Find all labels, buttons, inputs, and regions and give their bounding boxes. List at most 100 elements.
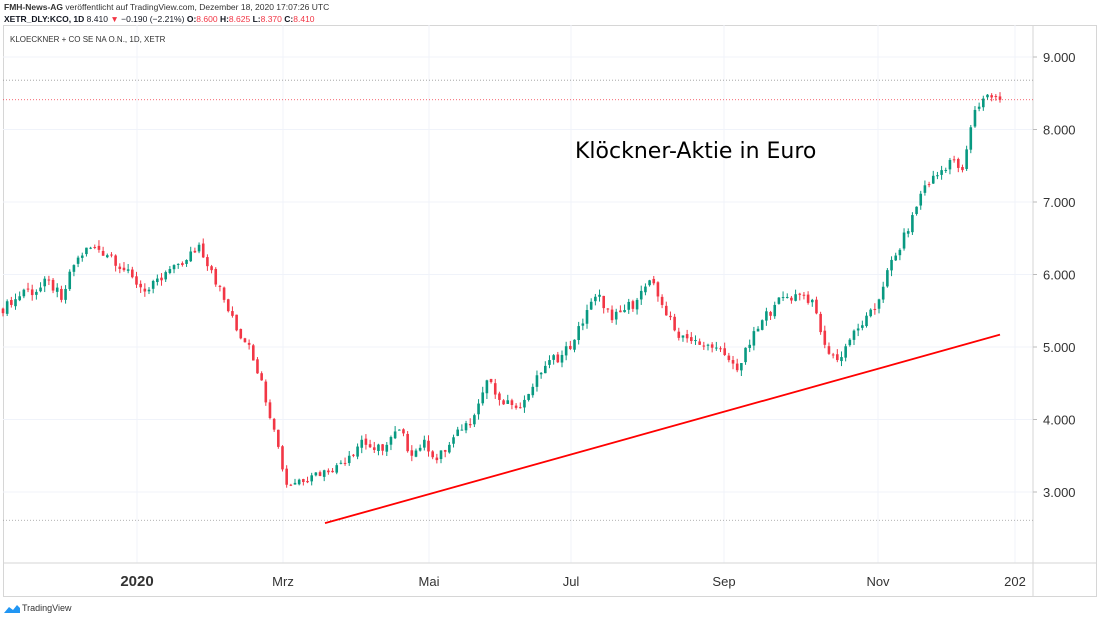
candle-body	[64, 288, 67, 300]
candle-body	[869, 309, 872, 317]
candle-body	[256, 359, 259, 374]
candle-body	[660, 296, 664, 305]
candle-body	[677, 331, 681, 338]
candle-body	[735, 363, 739, 371]
candle-body	[902, 232, 906, 249]
candle-body	[635, 299, 639, 310]
candle-body	[773, 304, 777, 317]
candle-body	[644, 286, 647, 293]
y-tick-label: 7.000	[1043, 195, 1076, 210]
candle-body	[43, 278, 47, 287]
candle-body	[10, 300, 13, 305]
candle-body	[577, 326, 580, 341]
candle-body	[135, 276, 138, 285]
footer-brand: TradingView	[22, 603, 72, 613]
candle-body	[80, 255, 84, 258]
y-tick-label: 6.000	[1043, 268, 1076, 283]
candle-body	[76, 257, 80, 264]
candle-body	[185, 260, 188, 264]
candle-body	[581, 323, 585, 326]
y-tick-label: 3.000	[1043, 485, 1076, 500]
candle-body	[193, 250, 197, 253]
candle-body	[890, 259, 893, 271]
candle-body	[347, 455, 351, 464]
candle-body	[760, 320, 764, 330]
published-line: veröffentlicht auf TradingView.com, Deze…	[65, 2, 330, 12]
candle-body	[122, 267, 126, 271]
candle-body	[765, 311, 768, 321]
candle-body	[239, 329, 243, 339]
candle-body	[251, 345, 255, 361]
y-tick-label: 9.000	[1043, 50, 1076, 65]
candle-body	[110, 254, 113, 256]
candle-body	[694, 340, 697, 342]
x-tick-label: Mai	[419, 574, 440, 589]
candle-body	[60, 288, 63, 300]
candle-body	[877, 299, 881, 309]
candle-body	[744, 347, 747, 363]
candle-body	[35, 291, 38, 295]
candle-body	[168, 269, 172, 273]
candle-body	[844, 346, 847, 358]
candle-body	[819, 313, 822, 333]
candle-body	[518, 407, 522, 409]
candle-body	[673, 316, 676, 331]
h-label: H:	[219, 14, 229, 24]
candle-body	[990, 95, 993, 98]
candle-body	[281, 446, 284, 470]
candle-body	[1, 308, 5, 314]
candle-body	[977, 106, 981, 109]
candle-body	[418, 447, 422, 451]
candle-body	[114, 255, 117, 266]
candle-body	[560, 354, 564, 363]
candle-body	[589, 301, 593, 310]
candle-body	[118, 266, 122, 269]
candle-body	[468, 424, 472, 426]
candle-body	[389, 437, 393, 445]
candle-body	[873, 308, 877, 311]
candle-body	[18, 296, 21, 301]
candle-body	[218, 285, 222, 287]
high: 8.625	[228, 14, 251, 24]
candle-body	[243, 338, 247, 343]
candle-body	[506, 400, 510, 404]
candle-body	[594, 296, 597, 302]
candle-body	[260, 373, 263, 381]
candle-body	[514, 405, 518, 408]
candle-body	[827, 346, 831, 354]
candle-body	[702, 345, 706, 347]
trendline	[324, 333, 1001, 525]
candle-body	[452, 437, 455, 444]
candle-body	[302, 479, 305, 483]
candle-body	[952, 159, 956, 161]
candle-body	[414, 450, 418, 457]
candle-body	[940, 170, 943, 175]
candle-body	[798, 293, 802, 295]
candle-body	[377, 444, 380, 452]
candle-body	[944, 169, 948, 171]
change: −0.190 (−2.21%)	[121, 14, 185, 24]
candle-body	[181, 263, 184, 265]
candle-body	[923, 185, 927, 193]
candle-body	[982, 98, 985, 108]
candle-body	[881, 286, 885, 300]
candle-body	[360, 439, 364, 448]
y-tick-label: 5.000	[1043, 340, 1076, 355]
candle-body	[26, 288, 30, 290]
candle-body	[439, 450, 443, 460]
candle-body	[898, 249, 902, 256]
candle-body	[894, 255, 898, 261]
candle-body	[93, 246, 97, 248]
candle-body	[210, 266, 213, 271]
candle-body	[748, 344, 752, 348]
candle-body	[756, 328, 760, 332]
candle-body	[502, 400, 505, 405]
candle-body	[381, 444, 384, 451]
x-tick-label: Mrz	[272, 574, 294, 589]
candle-body	[310, 475, 313, 482]
candle-body	[22, 289, 26, 297]
candle-body	[402, 429, 405, 434]
candle-body	[39, 287, 42, 292]
candle-body	[619, 310, 622, 313]
